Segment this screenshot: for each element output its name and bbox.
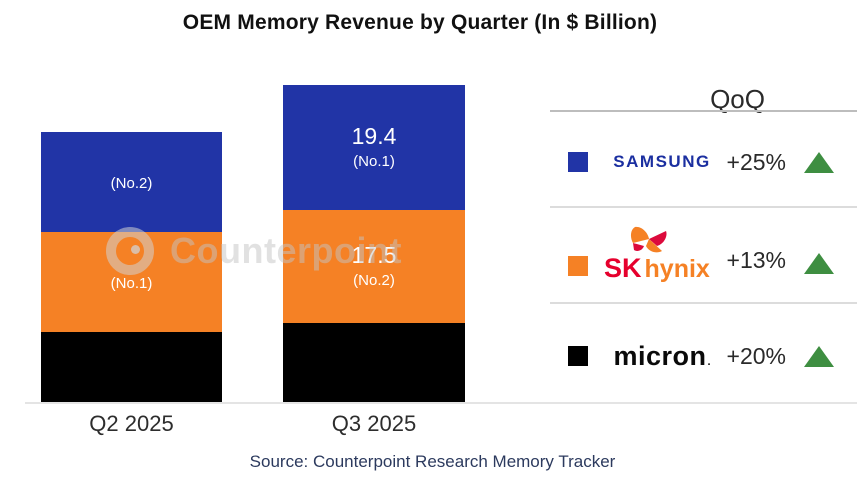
bar-q3-2025-sk-hynix-segment: 17.5 (No.2) — [283, 210, 465, 323]
sk-hynix-color-swatch — [568, 256, 588, 276]
segment-rank-label: (No.1) — [353, 153, 395, 171]
qoq-column-header: QoQ — [710, 84, 765, 114]
micron-color-swatch — [568, 346, 588, 366]
segment-rank-label: (No.2) — [110, 175, 153, 193]
sk-hynix-logo: SK hynix — [602, 226, 722, 290]
sk-butterfly-icon — [630, 226, 667, 253]
legend-row-divider — [550, 206, 857, 208]
legend-row-micron: micron . +20% — [550, 334, 857, 378]
segment-rank-label: (No.2) — [353, 272, 395, 290]
micron-logo-mark: . — [707, 355, 711, 368]
sk-hynix-logo-text: SK hynix — [604, 253, 710, 284]
micron-logo: micron . — [602, 341, 722, 372]
sk-hynix-up-arrow-icon — [804, 253, 834, 274]
samsung-up-arrow-icon — [804, 151, 834, 173]
bar-q2-2025-sk-hynix-segment: (No.1) — [41, 232, 222, 332]
sk-logo-text: SK — [604, 253, 642, 283]
x-axis-label-q2-2025: Q2 2025 — [89, 411, 174, 436]
segment-value-label: 19.4 — [351, 123, 397, 150]
x-axis-line — [25, 402, 857, 404]
legend-header-divider — [550, 110, 857, 112]
samsung-logo: SAMSUNG — [602, 152, 722, 172]
bar-q2-2025: (No.2) (No.1) — [41, 132, 222, 402]
micron-up-arrow-icon — [804, 345, 834, 367]
chart-title: OEM Memory Revenue by Quarter (In $ Bill… — [182, 11, 658, 34]
sk-hynix-qoq-value: +13% — [726, 247, 786, 273]
bar-q3-2025-samsung-segment: 19.4 (No.1) — [283, 85, 465, 210]
micron-logo-text: micron — [613, 340, 707, 371]
legend-panel: QoQ SAMSUNG +25% SK hynix — [550, 84, 857, 402]
bar-q3-2025: 19.4 (No.1) 17.5 (No.2) — [283, 85, 465, 402]
segment-value-label: 17.5 — [351, 242, 397, 269]
samsung-logo-text: SAMSUNG — [613, 152, 711, 171]
hynix-logo-text: hynix — [644, 255, 710, 283]
bar-q2-2025-micron-segment — [41, 332, 222, 402]
bar-q2-2025-samsung-segment: (No.2) — [41, 132, 222, 232]
samsung-qoq-value: +25% — [726, 148, 786, 175]
x-axis-label-q3-2025: Q3 2025 — [331, 411, 417, 436]
segment-rank-label: (No.1) — [110, 275, 153, 293]
source-attribution: Source: Counterpoint Research Memory Tra… — [249, 452, 616, 471]
samsung-color-swatch — [568, 152, 588, 172]
legend-row-sk-hynix: SK hynix +13% — [550, 220, 857, 290]
bar-q3-2025-micron-segment — [283, 323, 465, 402]
legend-row-samsung: SAMSUNG +25% — [550, 142, 857, 182]
micron-qoq-value: +20% — [726, 342, 786, 369]
legend-row-divider — [550, 302, 857, 304]
